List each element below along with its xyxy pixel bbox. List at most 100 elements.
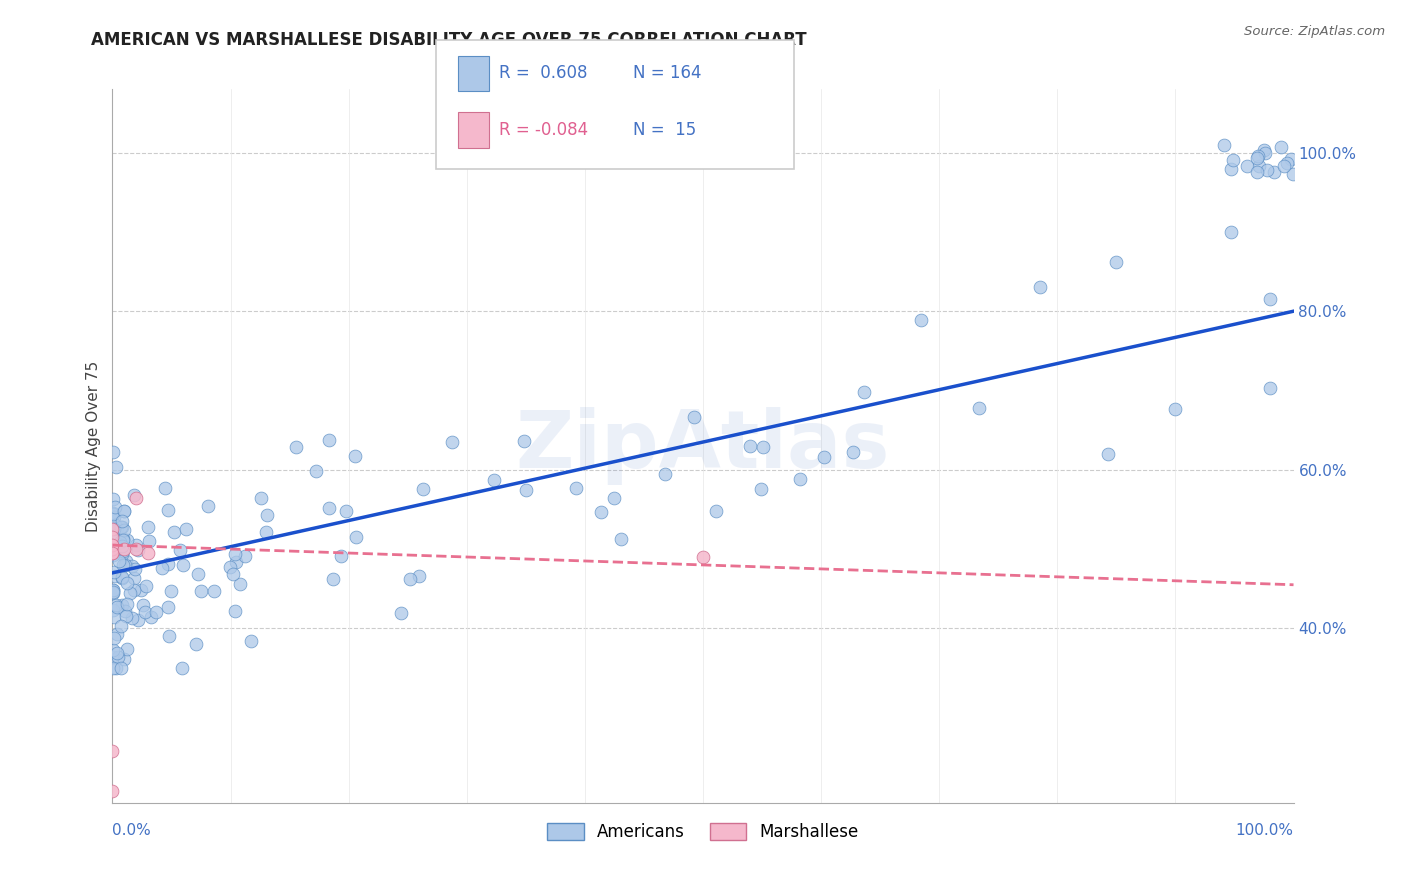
Point — [224, 547, 246, 561]
Point — [105, 661, 128, 675]
Point — [101, 583, 124, 598]
Point — [101, 539, 124, 553]
Point — [1212, 137, 1234, 152]
Point — [101, 512, 124, 526]
Point — [112, 504, 135, 518]
Point — [239, 634, 262, 648]
Point — [131, 582, 153, 597]
Point — [122, 583, 145, 598]
Point — [105, 599, 128, 613]
Text: 100.0%: 100.0% — [1236, 822, 1294, 838]
Point — [101, 546, 124, 560]
Point — [101, 585, 124, 599]
Point — [692, 549, 714, 564]
Point — [127, 613, 149, 627]
Point — [704, 504, 727, 518]
Point — [344, 449, 367, 463]
Point — [135, 579, 157, 593]
Point — [112, 532, 135, 546]
Point — [105, 600, 128, 615]
Point — [305, 464, 328, 478]
Point — [1256, 162, 1278, 177]
Point — [105, 626, 128, 640]
Point — [789, 472, 811, 486]
Point — [111, 520, 134, 534]
Point — [344, 530, 367, 544]
Point — [115, 608, 138, 623]
Point — [1097, 447, 1119, 461]
Point — [101, 650, 124, 665]
Point — [101, 491, 124, 506]
Point — [104, 500, 127, 514]
Point — [440, 435, 463, 450]
Point — [335, 504, 357, 518]
Point — [1104, 255, 1126, 269]
Point — [138, 533, 160, 548]
Point — [967, 401, 990, 415]
Point — [103, 631, 125, 645]
Point — [124, 488, 146, 502]
Point — [136, 546, 159, 560]
Point — [108, 537, 131, 551]
Point — [103, 507, 125, 521]
Point — [111, 570, 134, 584]
Point — [233, 549, 256, 564]
Point — [163, 525, 186, 540]
Point — [111, 548, 134, 562]
Point — [114, 554, 136, 568]
Point — [104, 518, 127, 533]
Point — [225, 554, 247, 568]
Point — [156, 557, 179, 571]
Point — [1249, 159, 1271, 173]
Point — [852, 385, 875, 400]
Point — [172, 661, 194, 675]
Point — [115, 576, 138, 591]
Point — [101, 542, 124, 557]
Point — [749, 482, 772, 496]
Point — [139, 609, 162, 624]
Point — [101, 538, 124, 552]
Point — [101, 530, 124, 544]
Point — [107, 649, 129, 664]
Point — [121, 610, 143, 624]
Point — [101, 582, 124, 597]
Point — [1219, 225, 1241, 239]
Point — [842, 445, 865, 459]
Point — [910, 313, 932, 327]
Point — [250, 491, 273, 505]
Point — [1253, 143, 1275, 157]
Point — [114, 604, 136, 618]
Point — [101, 586, 124, 600]
Point — [153, 481, 176, 495]
Point — [285, 440, 308, 454]
Point — [1246, 151, 1268, 165]
Point — [112, 523, 135, 537]
Point — [1254, 146, 1277, 161]
Point — [118, 586, 141, 600]
Point — [101, 744, 124, 758]
Text: ZipAtlas: ZipAtlas — [516, 407, 890, 485]
Point — [108, 534, 131, 549]
Text: 0.0%: 0.0% — [112, 822, 152, 838]
Point — [132, 598, 155, 612]
Point — [190, 584, 212, 599]
Point — [101, 444, 124, 458]
Point — [1163, 401, 1185, 416]
Text: N =  15: N = 15 — [633, 121, 696, 139]
Point — [1219, 161, 1241, 176]
Point — [408, 569, 430, 583]
Point — [172, 558, 194, 572]
Point — [112, 503, 135, 517]
Point — [101, 784, 124, 798]
Point — [256, 508, 278, 523]
Point — [111, 540, 134, 554]
Point — [121, 559, 143, 574]
Point — [112, 542, 135, 557]
Point — [1279, 152, 1302, 166]
Text: Source: ZipAtlas.com: Source: ZipAtlas.com — [1244, 25, 1385, 38]
Point — [117, 533, 139, 548]
Y-axis label: Disability Age Over 75: Disability Age Over 75 — [86, 360, 101, 532]
Point — [145, 605, 167, 619]
Point — [127, 542, 149, 557]
Point — [101, 538, 124, 552]
